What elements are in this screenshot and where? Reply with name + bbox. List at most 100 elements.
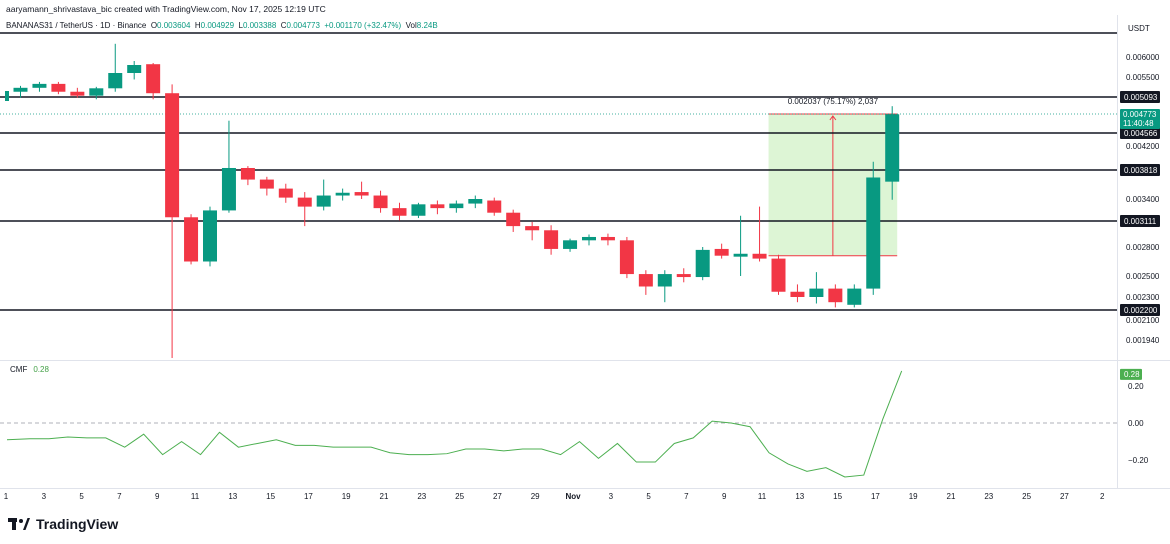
candle-body: [487, 200, 502, 213]
candle-body: [733, 253, 748, 257]
candle-body: [582, 236, 596, 241]
cmf-current-badge: [1120, 368, 1142, 380]
price-tick-label: 0.002800: [1126, 243, 1160, 252]
measure-arrow-head: [829, 115, 837, 121]
tradingview-logo-icon: [8, 518, 30, 530]
cmf-current-badge-label: 0.28: [1124, 370, 1140, 379]
candle-body: [544, 230, 559, 249]
candle-body: [392, 208, 407, 216]
currency-label: USDT: [1128, 24, 1150, 33]
candle-body: [373, 195, 388, 209]
price-tick-label: 0.002300: [1126, 293, 1160, 302]
measure-label: 0.002037 (75.17%) 2,037: [788, 97, 879, 106]
price-tick-label: 0.006000: [1126, 53, 1160, 62]
price-tick-label: 0.002500: [1126, 272, 1160, 281]
high-value: 0.004929: [200, 21, 235, 30]
time-tick-label: 3: [42, 492, 47, 501]
candle-body: [619, 240, 634, 275]
candle-body: [184, 217, 199, 262]
candle-body: [127, 65, 142, 73]
candle-body: [89, 88, 104, 96]
time-tick-label: 19: [342, 492, 351, 501]
candle-body: [695, 249, 710, 278]
time-tick-label: 11: [758, 492, 767, 501]
time-tick-label: 21: [380, 492, 389, 501]
time-tick-label: 25: [455, 492, 464, 501]
attribution-text: aaryamann_shrivastava_bic created with T…: [6, 4, 326, 14]
low-label: L: [238, 21, 243, 30]
time-tick-label: 29: [531, 492, 540, 501]
candle-body: [51, 83, 66, 92]
footer-brand[interactable]: TradingView: [8, 516, 118, 532]
candle-body: [752, 253, 767, 259]
cmf-tick-label: 0.00: [1128, 419, 1144, 428]
price-tick-label: 0.001940: [1126, 336, 1160, 345]
candle-body: [525, 226, 540, 231]
cmf-legend: CMF 0.28: [10, 365, 49, 374]
candle-body: [885, 114, 900, 182]
time-tick-label: 27: [493, 492, 502, 501]
candle-body: [108, 73, 123, 89]
time-tick-label: 27: [1060, 492, 1069, 501]
time-tick-label: 3: [609, 492, 614, 501]
level-price-badge: [1120, 164, 1160, 176]
time-tick-label: 7: [117, 492, 122, 501]
time-tick-label: 17: [871, 492, 880, 501]
cmf-tick-label: 0.20: [1128, 382, 1144, 391]
time-tick-label: 17: [304, 492, 313, 501]
time-tick-label: 1: [4, 492, 9, 501]
level-price-badge-label: 0.005093: [1124, 93, 1158, 102]
cmf-name: CMF: [10, 365, 28, 374]
candle-body: [5, 91, 9, 101]
time-tick-label: 19: [909, 492, 918, 501]
candle-body: [449, 203, 464, 209]
time-tick-label: Nov: [565, 492, 581, 501]
candle-body: [70, 91, 85, 96]
candle-body: [297, 197, 312, 207]
time-tick-label: 13: [228, 492, 237, 501]
time-tick-label: 13: [795, 492, 804, 501]
candle-body: [563, 240, 578, 249]
candle-body: [828, 288, 843, 303]
cmf-tick-label: −0.20: [1128, 456, 1149, 465]
time-tick-label: 23: [984, 492, 993, 501]
level-price-badge-label: 0.002200: [1124, 306, 1158, 315]
symbol-name: BANANAS31 / TetherUS · 1D · Binance: [6, 21, 147, 30]
close-label: C: [280, 21, 287, 30]
candle-body: [506, 212, 521, 227]
time-tick-label: 2: [1100, 492, 1105, 501]
candle-body: [146, 64, 161, 94]
candle-body: [676, 274, 691, 278]
candle-body: [32, 83, 47, 88]
time-tick-label: 5: [79, 492, 84, 501]
time-tick-label: 25: [1022, 492, 1031, 501]
level-price-badge: [1120, 127, 1160, 139]
candle-body: [809, 288, 824, 297]
cmf-pane: 0.20 0.00 −0.20 0.28: [0, 368, 1149, 478]
level-price-badge-label: 0.003818: [1124, 166, 1158, 175]
candle-body: [638, 274, 653, 287]
cmf-line: [6, 370, 903, 478]
candle-body: [335, 192, 350, 196]
price-tick-label: 0.004200: [1126, 142, 1160, 151]
time-tick-label: 9: [155, 492, 160, 501]
cmf-value: 0.28: [33, 365, 49, 374]
time-tick-label: 9: [722, 492, 727, 501]
time-tick-label: 23: [417, 492, 426, 501]
candle-body: [866, 177, 881, 289]
volume-value: 8.24B: [416, 21, 438, 30]
level-price-badge: [1120, 91, 1160, 103]
time-tick-label: 21: [947, 492, 956, 501]
candle-body: [714, 248, 729, 256]
price-tick-label: 0.005500: [1126, 73, 1160, 82]
level-price-badge: [1120, 215, 1160, 227]
time-tick-label: 15: [833, 492, 842, 501]
candle-body: [13, 87, 28, 92]
candle-body: [165, 93, 180, 218]
time-tick-label: 11: [191, 492, 200, 501]
current-price-label: 0.004773: [1123, 110, 1157, 119]
close-value: 0.004773: [286, 21, 320, 30]
candle-body: [847, 288, 862, 305]
candle-body: [203, 210, 217, 262]
